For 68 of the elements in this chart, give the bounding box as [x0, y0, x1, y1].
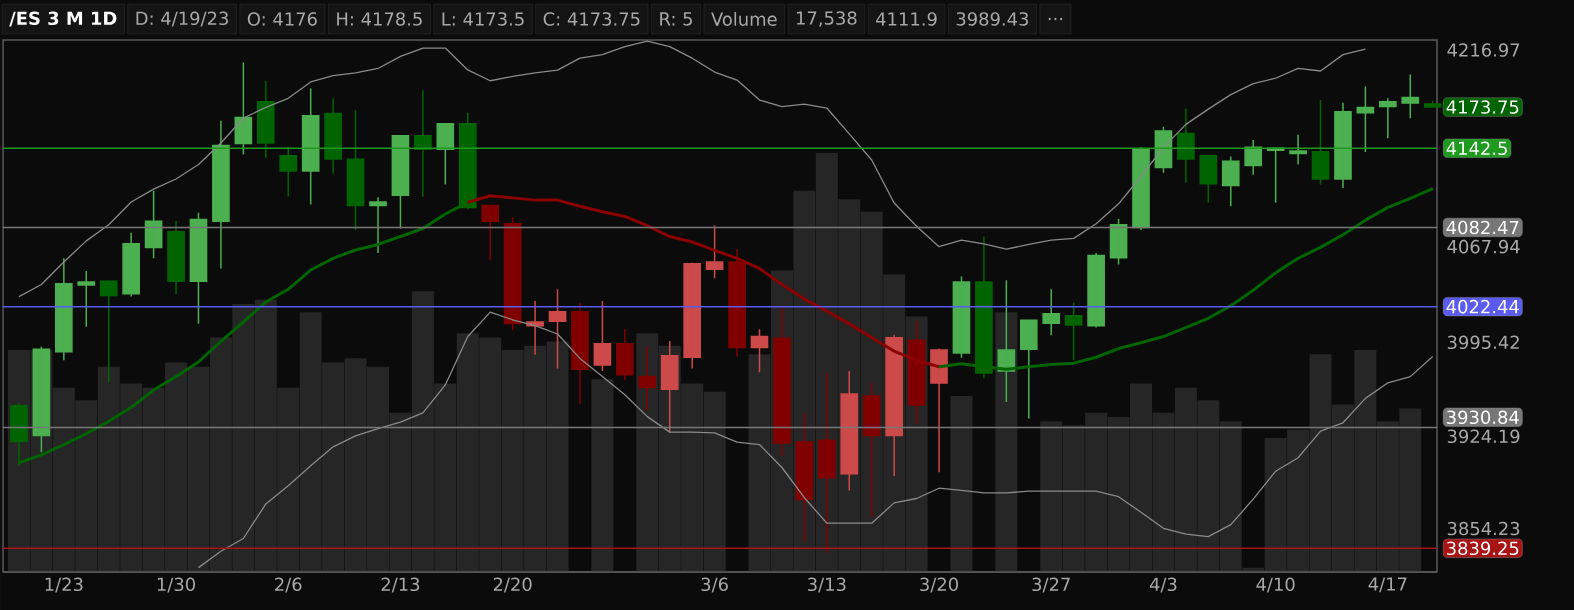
candlestick — [324, 97, 342, 175]
candlestick — [975, 235, 993, 380]
ref-line-label: 3930.84 — [1447, 410, 1519, 425]
x-tick-label: 4/10 — [1256, 577, 1295, 593]
x-tick-label: 2/6 — [275, 577, 302, 593]
bar — [995, 312, 1018, 572]
x-tick-label: 4/17 — [1368, 577, 1407, 593]
ref-line-label: 4082.47 — [1446, 220, 1519, 235]
candlestick — [481, 204, 500, 261]
candlestick — [1087, 252, 1105, 329]
text: L: 4173.5 — [442, 12, 524, 26]
candlestick — [1132, 146, 1150, 231]
x-tick-label: 3/13 — [808, 577, 846, 593]
candlestick — [122, 232, 140, 298]
candlestick — [369, 196, 387, 254]
text: O: 4176 — [247, 12, 317, 26]
candlestick — [1334, 101, 1352, 189]
x-tick-label: 1/30 — [157, 577, 195, 593]
y-tick-label: 3995.42 — [1447, 335, 1519, 350]
x-tick-label: 3/6 — [701, 577, 728, 593]
ref-line-label: 3839.25 — [1447, 541, 1519, 556]
candlestick — [1199, 155, 1218, 204]
candlestick — [414, 89, 432, 198]
text: R: 5 — [660, 12, 692, 26]
x-tick-label: 3/20 — [920, 577, 958, 593]
text: 4111.9 — [876, 12, 937, 26]
candlestick — [616, 328, 634, 381]
bar — [591, 379, 614, 572]
x-tick-label: 3/27 — [1032, 577, 1070, 593]
bar — [950, 396, 973, 572]
candlestick — [683, 261, 702, 370]
candlestick — [212, 120, 230, 270]
text: Volume — [711, 12, 777, 26]
candlestick — [256, 79, 275, 160]
ref-line-label: 4022.44 — [1446, 299, 1519, 314]
candlestick — [279, 145, 298, 198]
chart-title: /ES 3 M 1D — [9, 11, 117, 27]
text: 4173.75 — [1446, 100, 1519, 114]
candlestick — [571, 302, 589, 405]
candlestick — [167, 220, 185, 295]
candlestick — [1177, 107, 1195, 184]
line-series — [18, 40, 1367, 298]
candlestick — [1042, 288, 1061, 336]
candlestick — [728, 248, 746, 358]
y-tick-label: 4216.97 — [1447, 43, 1520, 57]
y-tick-label: 3854.23 — [1447, 521, 1520, 536]
candlestick — [1221, 155, 1240, 208]
text: C: 4173.75 — [543, 12, 640, 26]
candlestick — [1289, 133, 1307, 166]
candlestick — [55, 257, 73, 362]
candlestick — [1019, 318, 1038, 420]
candlestick — [1379, 97, 1397, 140]
text: ... — [1048, 17, 1063, 21]
candlestick — [930, 347, 948, 474]
x-tick-label: 4/3 — [1149, 577, 1177, 593]
text: 3989.43 — [956, 12, 1029, 26]
text: 17,538 — [797, 11, 857, 27]
ref-line-label: 4142.5 — [1446, 141, 1507, 156]
text: D: 4/19/23 — [136, 11, 228, 27]
candlestick — [840, 370, 859, 492]
x-tick-label: 2/13 — [381, 577, 420, 593]
candlestick — [1064, 302, 1083, 362]
x-tick-label: 1/23 — [45, 577, 83, 593]
y-tick-label: 3924.19 — [1447, 429, 1520, 444]
y-tick-label: 4067.94 — [1447, 239, 1520, 254]
text: H: 4178.5 — [337, 12, 422, 26]
x-tick-label: 2/20 — [493, 577, 532, 593]
candlestick — [301, 87, 320, 206]
